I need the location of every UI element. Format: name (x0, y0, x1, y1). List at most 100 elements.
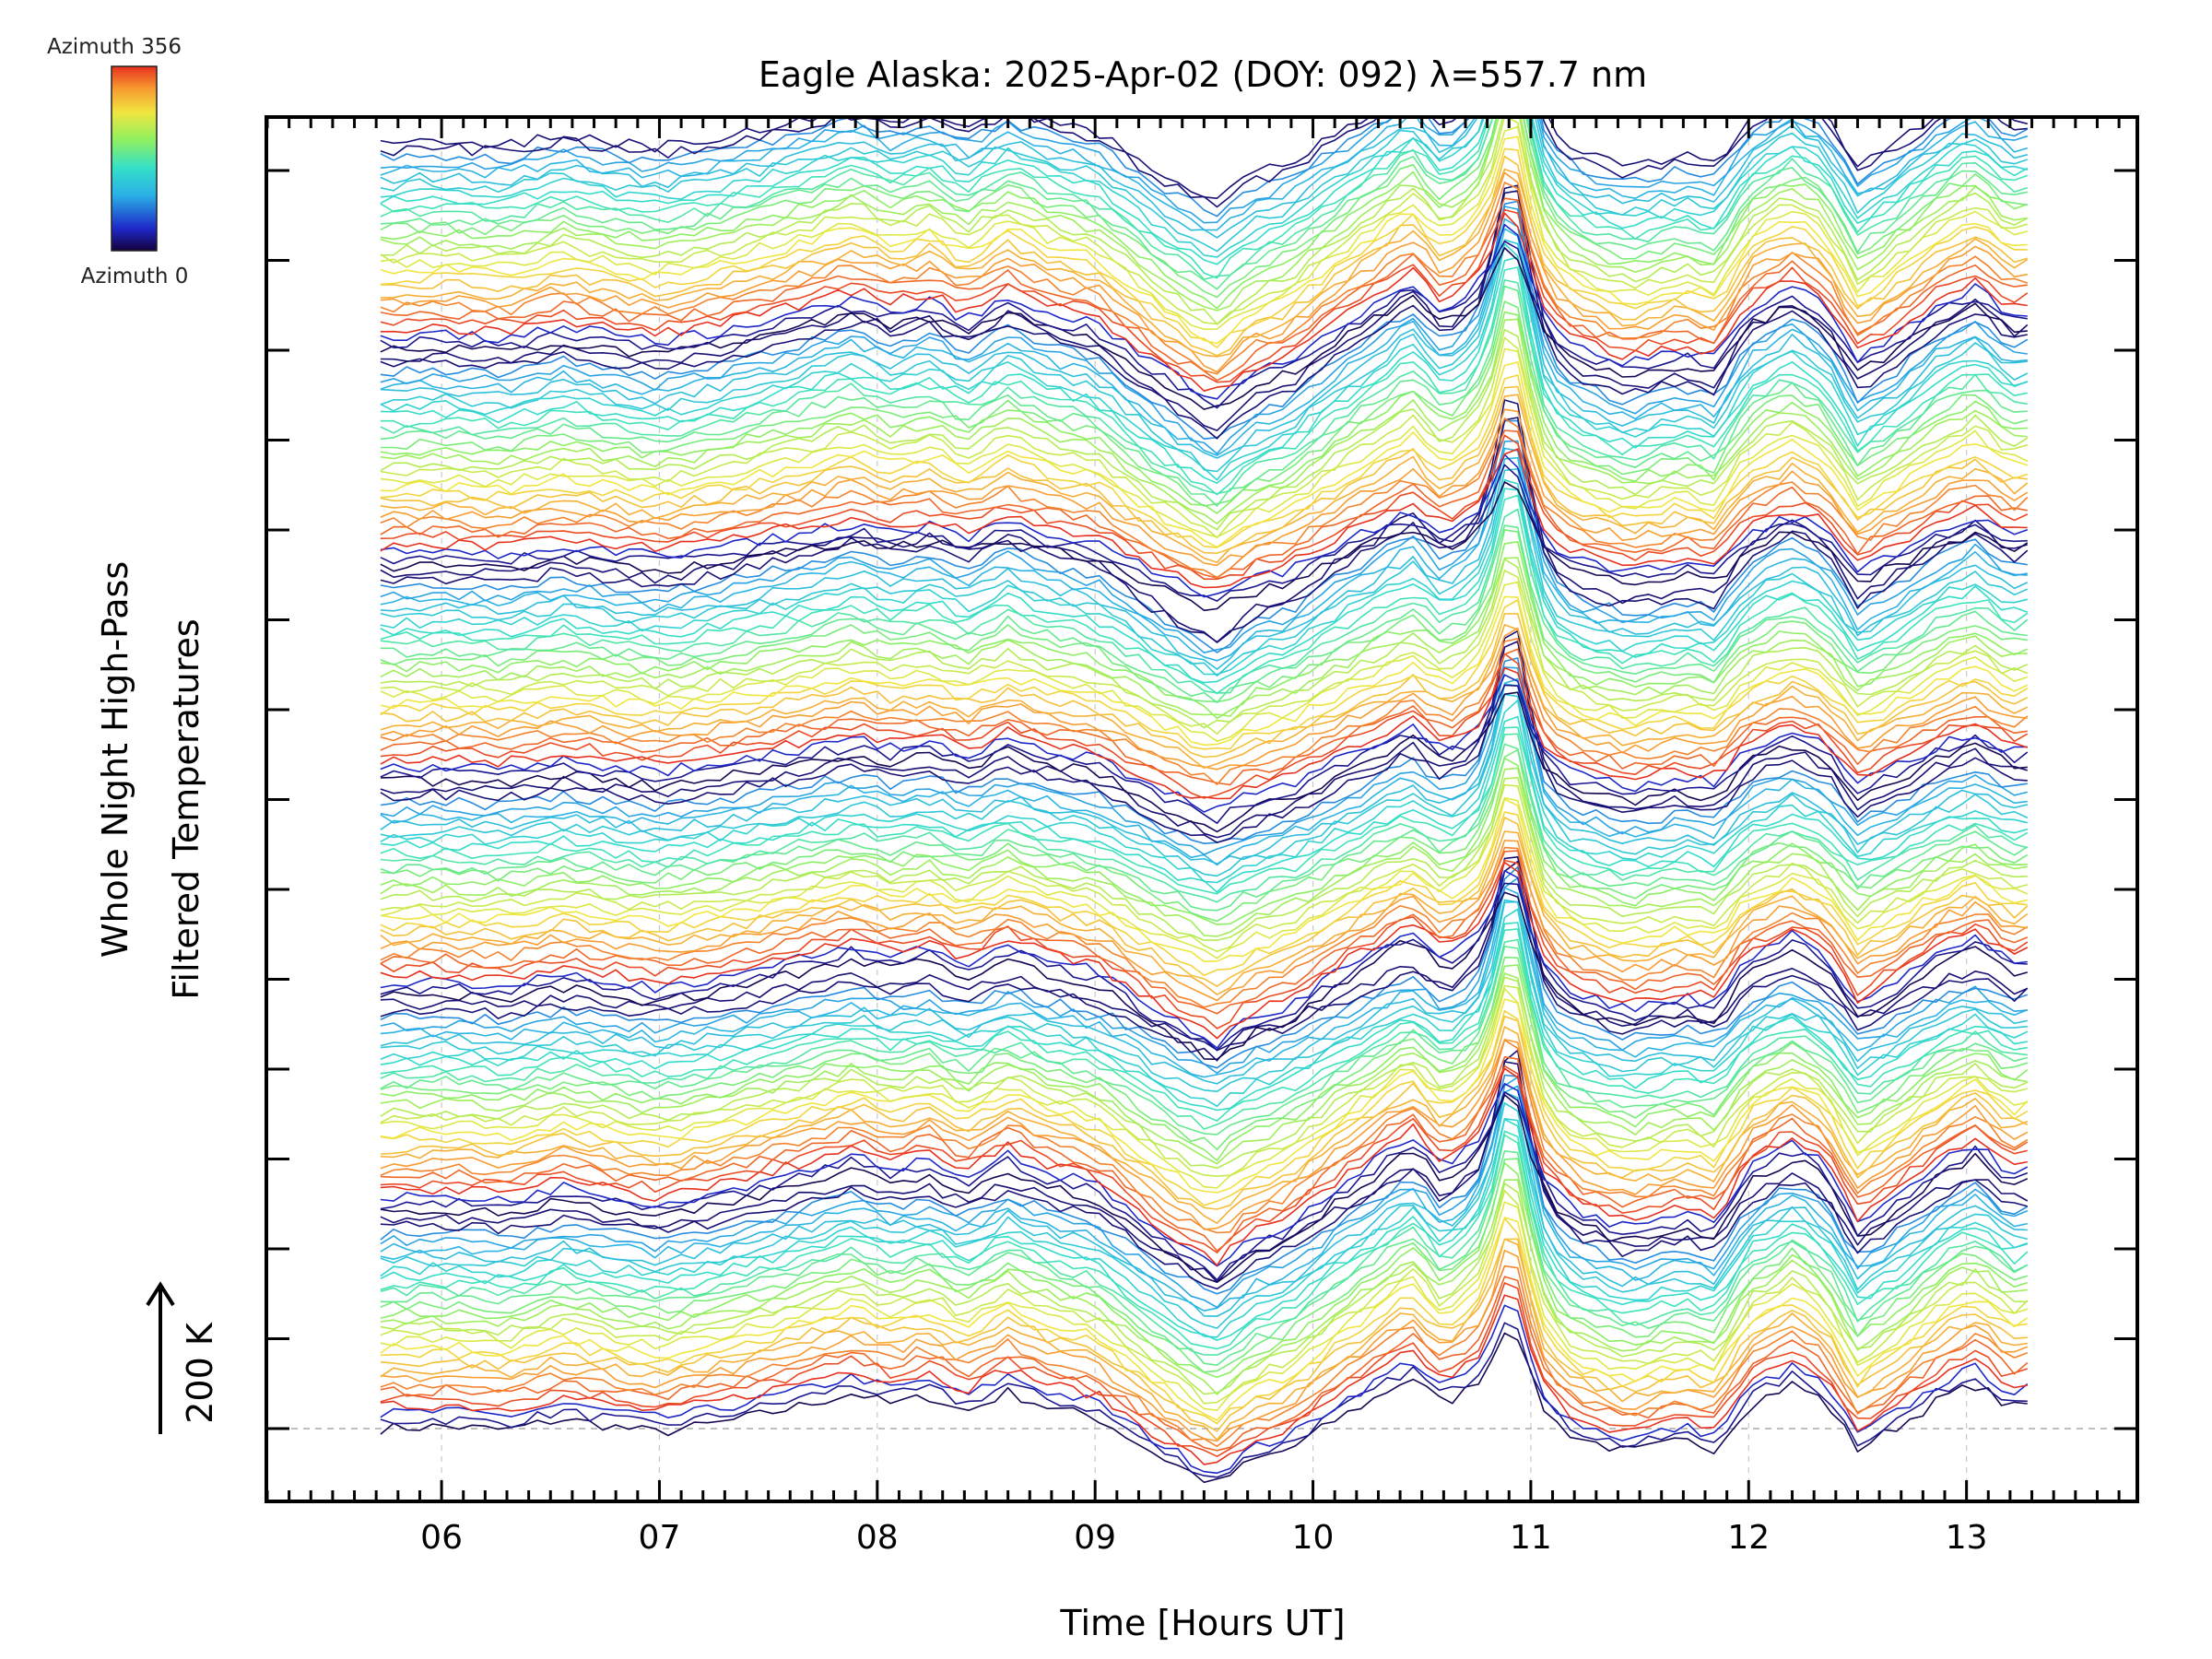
series-line-129 (380, 385, 2028, 554)
series-line-125 (380, 429, 2028, 579)
series-line-119 (380, 399, 2029, 643)
series-line-4 (380, 1282, 2029, 1457)
series-line-42 (380, 987, 2028, 1189)
series-line-122 (380, 453, 2029, 598)
y-axis-title-line2: Filtered Temperatures (166, 618, 206, 999)
series-line-124 (380, 434, 2029, 581)
series-line-134 (380, 328, 2029, 531)
series-line-57 (380, 865, 2029, 1069)
series-line-148 (380, 190, 2028, 440)
series-line-75 (380, 767, 2028, 937)
series-line-52 (380, 908, 2029, 1108)
series-line-17 (380, 1158, 2029, 1373)
series-line-73 (380, 783, 2029, 953)
series-line-97 (380, 627, 2028, 771)
series-line-106 (380, 541, 2029, 720)
series-line-173 (380, 118, 2029, 253)
series-line-23 (380, 1102, 2028, 1329)
x-tick-labels: 06 07 08 09 10 11 12 13 (420, 1519, 1987, 1557)
series-line-82 (380, 700, 2028, 884)
series-line-139 (380, 279, 2028, 495)
series-line-76 (380, 757, 2028, 925)
series-line-3 (380, 1294, 2028, 1465)
series-line-21 (380, 1118, 2029, 1341)
series-line-162 (380, 125, 2029, 330)
series-line-112 (380, 478, 2028, 676)
series-line-41 (380, 998, 2029, 1194)
scale-arrow (146, 1281, 175, 1434)
series-line-29 (380, 1049, 2029, 1283)
series-line-170 (380, 118, 2029, 279)
series-line-24 (380, 1091, 2028, 1317)
series-line-67 (380, 840, 2028, 1002)
series-line-131 (380, 361, 2029, 548)
series-line-0 (380, 1332, 2028, 1484)
series-line-140 (380, 266, 2028, 496)
series-line-154 (380, 208, 2029, 383)
series-line-78 (380, 743, 2029, 912)
series-line-12 (380, 1201, 2029, 1411)
series-line-77 (380, 748, 2029, 923)
series-line-105 (380, 557, 2028, 717)
series-line-171 (380, 118, 2029, 265)
x-tick-label-11: 11 (1510, 1519, 1552, 1557)
series-line-175 (380, 118, 2029, 231)
series-line-104 (380, 558, 2029, 729)
series-line-60 (380, 891, 2029, 1061)
x-tick-label-07: 07 (639, 1519, 681, 1557)
series-line-159 (380, 155, 2029, 357)
series-line-2 (380, 1304, 2029, 1475)
series-line-44 (380, 976, 2029, 1170)
series-line-18 (380, 1150, 2029, 1366)
series-line-152 (380, 223, 2028, 400)
series-line-137 (380, 300, 2029, 507)
series-line-90 (380, 691, 2028, 833)
series-line-94 (380, 653, 2029, 799)
y-axis-title-line1: Whole Night High-Pass (95, 561, 135, 958)
series-line-151 (380, 241, 2028, 409)
series-line-179 (380, 118, 2028, 199)
x-tick-label-10: 10 (1292, 1519, 1335, 1557)
series-line-141 (380, 256, 2029, 484)
series-line-37 (380, 1039, 2029, 1230)
series-line-31 (380, 1091, 2029, 1281)
series-line-178 (380, 118, 2028, 208)
series-line-45 (380, 972, 2028, 1165)
series-line-92 (380, 674, 2028, 813)
series-line-8 (380, 1238, 2028, 1441)
series-line-38 (380, 1026, 2029, 1224)
series-line-135 (380, 318, 2028, 524)
series-line-19 (380, 1134, 2029, 1356)
series-line-163 (380, 118, 2029, 325)
series-line-103 (380, 570, 2029, 735)
series-line-138 (380, 285, 2028, 507)
series-line-116 (380, 440, 2028, 653)
series-line-114 (380, 456, 2029, 670)
series-line-40 (380, 1010, 2029, 1206)
series-line-144 (380, 228, 2028, 459)
series-line-80 (380, 726, 2029, 895)
series-line-132 (380, 347, 2029, 538)
series-line-28 (380, 1061, 2029, 1290)
series-line-84 (380, 683, 2028, 865)
series-line-101 (380, 595, 2029, 747)
series-line-63 (380, 861, 2029, 1040)
series-line-164 (380, 118, 2029, 325)
series-line-47 (380, 957, 2029, 1150)
series-line-50 (380, 928, 2028, 1122)
series-line-126 (380, 418, 2029, 579)
series-line-142 (380, 242, 2029, 481)
series-line-35 (380, 1056, 2029, 1252)
series-line-169 (380, 118, 2029, 280)
series-line-58 (380, 860, 2029, 1062)
series-line-102 (380, 581, 2029, 742)
series-line-123 (380, 448, 2028, 589)
scale-label: 200 K (180, 1322, 220, 1424)
series-line-158 (380, 168, 2029, 358)
series-line-83 (380, 693, 2029, 877)
series-line-65 (380, 850, 2029, 1015)
series-line-26 (380, 1076, 2029, 1309)
series-line-172 (380, 118, 2029, 258)
x-tick-label-09: 09 (1074, 1519, 1116, 1557)
series-line-1 (380, 1322, 2028, 1478)
